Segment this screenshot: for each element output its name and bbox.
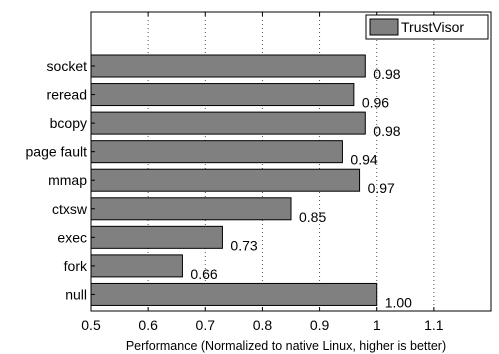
axes-frame [90,11,492,312]
legend-swatch [369,18,399,36]
category-label: exec [57,229,87,245]
x-tick-label: 0.5 [81,317,101,333]
category-label: null [65,286,87,302]
value-label: 0.98 [373,123,400,139]
bars [90,54,378,306]
x-tick-label: 0.9 [310,317,330,333]
y-axis-labels: socket reread bcopy page fault mmap ctxsw exec… [26,58,95,302]
category-label: reread [47,87,87,103]
value-labels: 0.98 0.96 0.98 0.94 0.97 0.85 0.73 0.66 1.00 [190,66,412,310]
bar [90,168,361,192]
x-tick-label: 1 [373,317,381,333]
category-label: socket [47,58,88,74]
legend: TrustVisor [365,14,489,40]
bar [90,254,183,278]
category-label: bcopy [50,115,87,131]
value-label: 0.85 [299,209,326,225]
bar [90,225,223,249]
category-label: page fault [26,144,88,160]
value-label: 0.96 [362,95,389,111]
value-label: 0.97 [368,180,395,196]
bar [90,54,366,78]
bar [90,197,292,221]
value-label: 1.00 [385,294,412,310]
value-label: 0.98 [373,66,400,82]
bar [90,111,366,135]
x-axis-ticks: 0.5 0.6 0.7 0.8 0.9 1 1.1 [81,12,444,333]
bar [90,140,343,164]
category-label: ctxsw [52,201,88,217]
category-label: mmap [48,172,87,188]
value-label: 0.66 [190,266,217,282]
value-label: 0.73 [230,237,257,253]
x-axis-label: Performance (Normalized to native Linux,… [126,339,446,353]
x-tick-label: 0.6 [138,317,158,333]
x-tick-label: 0.7 [196,317,216,333]
bar [90,282,378,306]
x-tick-label: 0.8 [253,317,273,333]
bar [90,83,355,107]
value-label: 0.94 [350,152,377,168]
category-label: fork [64,258,88,274]
x-tick-label: 1.1 [424,317,444,333]
legend-label: TrustVisor [401,19,464,35]
